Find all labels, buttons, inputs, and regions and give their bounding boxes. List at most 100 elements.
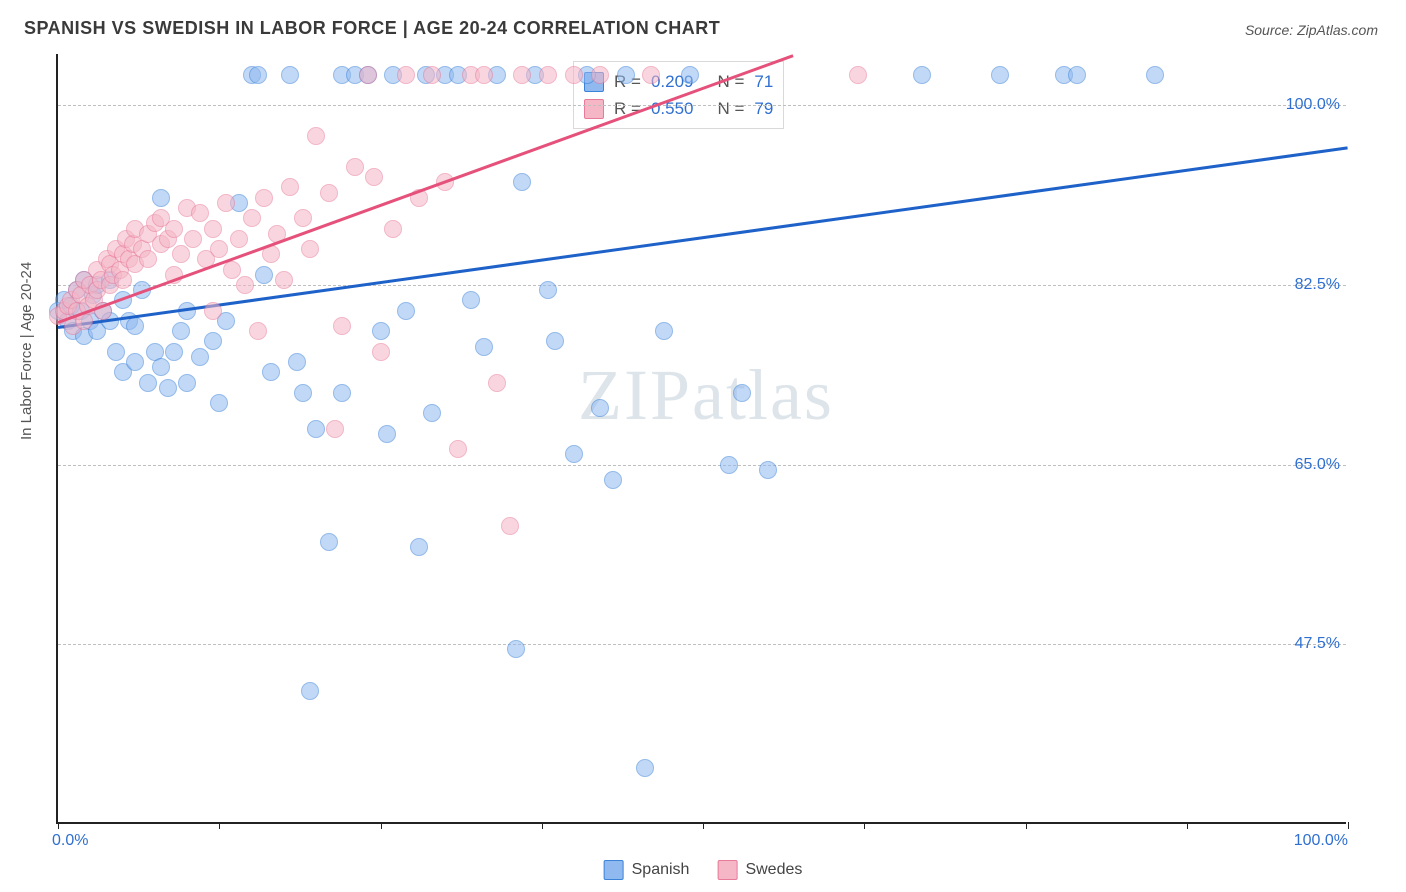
scatter-point — [320, 533, 338, 551]
xtick — [542, 822, 543, 829]
scatter-point — [204, 332, 222, 350]
scatter-point — [359, 66, 377, 84]
scatter-point — [301, 682, 319, 700]
scatter-point — [475, 66, 493, 84]
legend: Spanish Swedes — [604, 860, 803, 880]
y-axis-label: In Labor Force | Age 20-24 — [18, 262, 35, 440]
watermark: ZIPatlas — [578, 354, 834, 437]
scatter-point — [281, 178, 299, 196]
ytick-label: 82.5% — [1295, 276, 1340, 294]
legend-label-swedes: Swedes — [745, 861, 802, 879]
scatter-point — [152, 358, 170, 376]
scatter-point — [423, 66, 441, 84]
xtick — [1348, 822, 1349, 829]
scatter-point — [159, 379, 177, 397]
scatter-point — [733, 384, 751, 402]
scatter-point — [513, 66, 531, 84]
scatter-point — [301, 240, 319, 258]
ytick-label: 65.0% — [1295, 456, 1340, 474]
scatter-point — [591, 66, 609, 84]
scatter-point — [333, 384, 351, 402]
scatter-point — [255, 189, 273, 207]
scatter-point — [372, 343, 390, 361]
source-label: Source: — [1245, 22, 1297, 38]
scatter-point — [107, 343, 125, 361]
scatter-point — [507, 640, 525, 658]
xtick — [58, 822, 59, 829]
scatter-point — [204, 302, 222, 320]
scatter-point — [378, 425, 396, 443]
scatter-point — [126, 353, 144, 371]
scatter-point — [210, 394, 228, 412]
ytick-label: 47.5% — [1295, 635, 1340, 653]
scatter-point — [991, 66, 1009, 84]
trend-line — [57, 54, 793, 324]
trend-line — [58, 146, 1348, 329]
scatter-point — [501, 517, 519, 535]
legend-swatch-swedes-icon — [717, 860, 737, 880]
scatter-point — [288, 353, 306, 371]
scatter-point — [191, 348, 209, 366]
scatter-point — [849, 66, 867, 84]
scatter-point — [681, 66, 699, 84]
scatter-point — [262, 363, 280, 381]
scatter-point — [281, 66, 299, 84]
scatter-point — [243, 209, 261, 227]
xtick-label: 100.0% — [1294, 832, 1348, 850]
scatter-point — [326, 420, 344, 438]
scatter-point — [275, 271, 293, 289]
xtick-label: 0.0% — [52, 832, 88, 850]
ytick-label: 100.0% — [1286, 96, 1340, 114]
scatter-point — [410, 538, 428, 556]
scatter-point — [172, 245, 190, 263]
stats-n-label-2: N = — [717, 95, 744, 122]
legend-label-spanish: Spanish — [632, 861, 690, 879]
scatter-point — [210, 240, 228, 258]
scatter-point — [333, 317, 351, 335]
scatter-point — [172, 322, 190, 340]
legend-item-spanish: Spanish — [604, 860, 690, 880]
scatter-point — [1146, 66, 1164, 84]
gridline — [58, 105, 1346, 106]
scatter-point — [249, 322, 267, 340]
scatter-point — [397, 302, 415, 320]
xtick — [864, 822, 865, 829]
scatter-point — [249, 66, 267, 84]
stats-n-swedes: 79 — [754, 95, 773, 122]
scatter-point — [1068, 66, 1086, 84]
scatter-point — [475, 338, 493, 356]
scatter-point — [384, 220, 402, 238]
scatter-point — [255, 266, 273, 284]
scatter-point — [546, 332, 564, 350]
scatter-point — [655, 322, 673, 340]
gridline — [58, 644, 1346, 645]
scatter-point — [204, 220, 222, 238]
scatter-point — [365, 168, 383, 186]
scatter-point — [114, 271, 132, 289]
scatter-point — [191, 204, 209, 222]
scatter-point — [913, 66, 931, 84]
scatter-point — [223, 261, 241, 279]
scatter-point — [307, 420, 325, 438]
legend-swatch-spanish-icon — [604, 860, 624, 880]
scatter-point — [720, 456, 738, 474]
xtick — [381, 822, 382, 829]
scatter-point — [320, 184, 338, 202]
scatter-point — [759, 461, 777, 479]
scatter-point — [139, 374, 157, 392]
scatter-point — [152, 189, 170, 207]
scatter-point — [423, 404, 441, 422]
xtick — [703, 822, 704, 829]
scatter-point — [346, 158, 364, 176]
gridline — [58, 465, 1346, 466]
chart-title: SPANISH VS SWEDISH IN LABOR FORCE | AGE … — [24, 18, 720, 39]
scatter-point — [139, 250, 157, 268]
scatter-point — [294, 209, 312, 227]
swatch-swedes-icon — [584, 99, 604, 119]
scatter-point — [488, 374, 506, 392]
scatter-point — [372, 322, 390, 340]
scatter-point — [462, 291, 480, 309]
source-attribution: Source: ZipAtlas.com — [1245, 22, 1378, 38]
scatter-point — [539, 66, 557, 84]
scatter-point — [126, 317, 144, 335]
